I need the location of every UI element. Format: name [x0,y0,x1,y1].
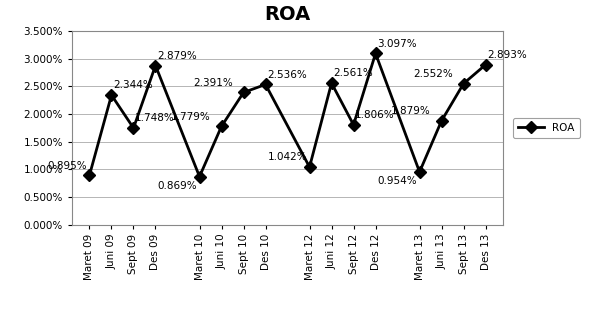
Text: 1.779%: 1.779% [171,112,210,122]
Text: 0.895%: 0.895% [48,161,87,171]
ROA [218,124,225,128]
ROA [196,175,203,178]
ROA [372,51,379,55]
Legend: ROA: ROA [513,118,580,138]
ROA [460,82,467,85]
Text: 1.748%: 1.748% [135,113,175,124]
Text: 2.344%: 2.344% [113,80,153,90]
ROA [240,90,247,94]
Text: 1.806%: 1.806% [355,110,395,120]
ROA [438,119,445,123]
Line: ROA: ROA [85,49,490,181]
Text: 0.954%: 0.954% [378,176,418,186]
Text: 2.536%: 2.536% [267,70,307,80]
Text: 2.552%: 2.552% [413,69,453,79]
Text: 2.391%: 2.391% [193,78,232,88]
Text: 2.561%: 2.561% [333,68,373,78]
Title: ROA: ROA [264,5,311,24]
ROA [130,126,137,130]
ROA [152,64,159,67]
Text: 3.097%: 3.097% [377,39,417,49]
ROA [108,93,115,97]
ROA [86,173,93,177]
ROA [262,83,269,86]
Text: 1.042%: 1.042% [268,153,307,163]
ROA [350,123,357,127]
Text: 2.879%: 2.879% [158,51,197,61]
ROA [328,81,335,85]
Text: 2.893%: 2.893% [488,50,527,60]
ROA [482,63,489,67]
ROA [306,165,313,169]
Text: 1.879%: 1.879% [391,106,431,116]
Text: 0.869%: 0.869% [158,181,197,191]
ROA [416,170,423,174]
